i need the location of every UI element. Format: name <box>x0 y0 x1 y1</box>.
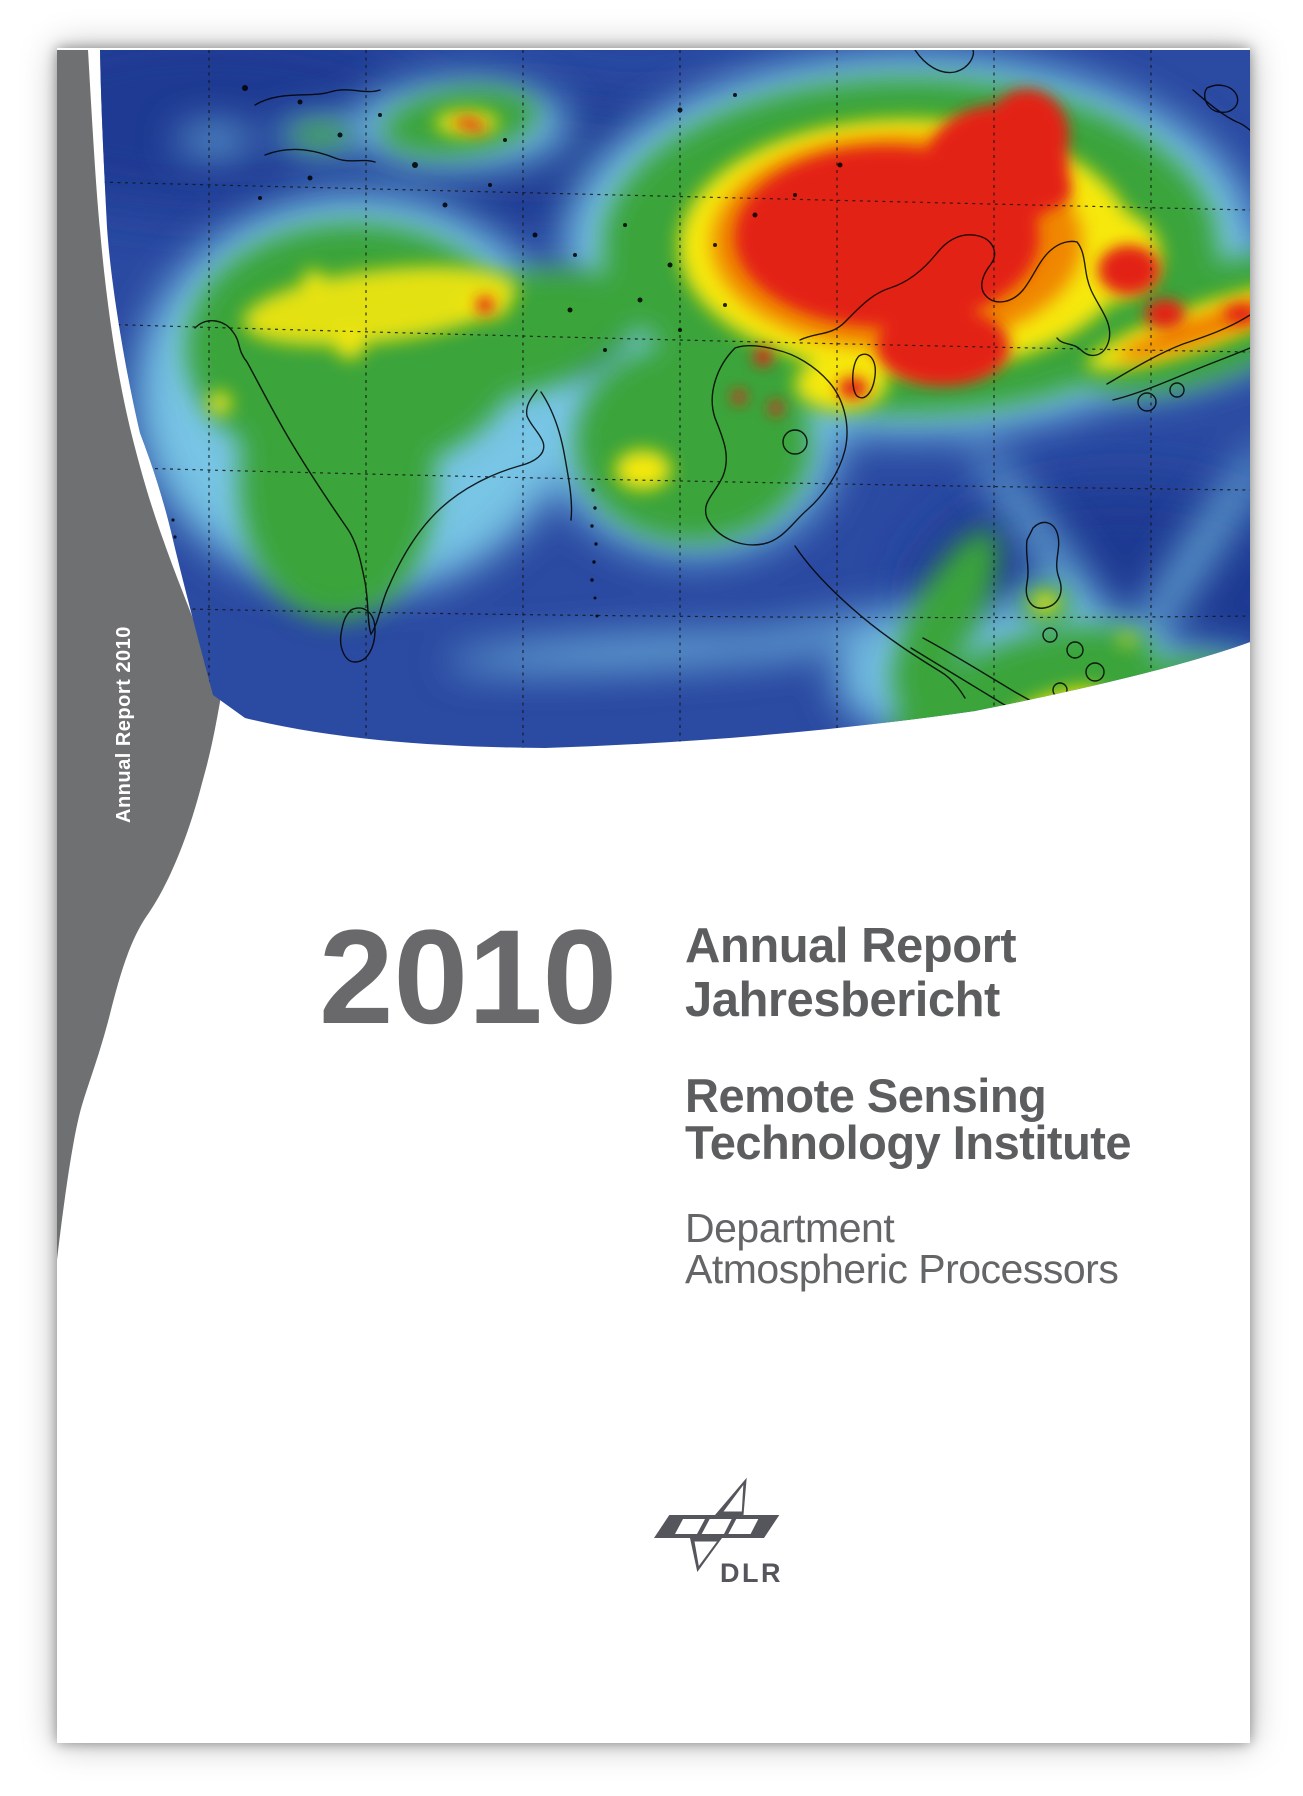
dlr-logo-text: DLR <box>720 1558 783 1588</box>
spine-wedge-shape <box>57 50 221 1260</box>
institute-name-line1: Remote Sensing <box>685 1069 1047 1122</box>
department-name-line2: Atmospheric Processors <box>685 1246 1119 1292</box>
dlr-logo-icon <box>654 1477 780 1572</box>
spine-label: Annual Report 2010 <box>113 626 135 823</box>
institute-name: Remote Sensing Technology Institute <box>685 1069 1132 1169</box>
department-name-line1: Department <box>685 1205 895 1251</box>
report-title-en: Annual Report <box>685 919 1017 973</box>
report-title: Annual Report Jahresbericht <box>685 919 1017 1027</box>
department-name: Department Atmospheric Processors <box>685 1205 1119 1292</box>
institute-name-line2: Technology Institute <box>685 1116 1132 1169</box>
year-heading: 2010 <box>319 903 618 1052</box>
no2-pollution-map-image <box>95 50 1250 750</box>
report-title-de: Jahresbericht <box>685 973 1000 1027</box>
report-cover-sheet: Annual Report 2010 2010 Annual Report Ja… <box>57 48 1250 1743</box>
